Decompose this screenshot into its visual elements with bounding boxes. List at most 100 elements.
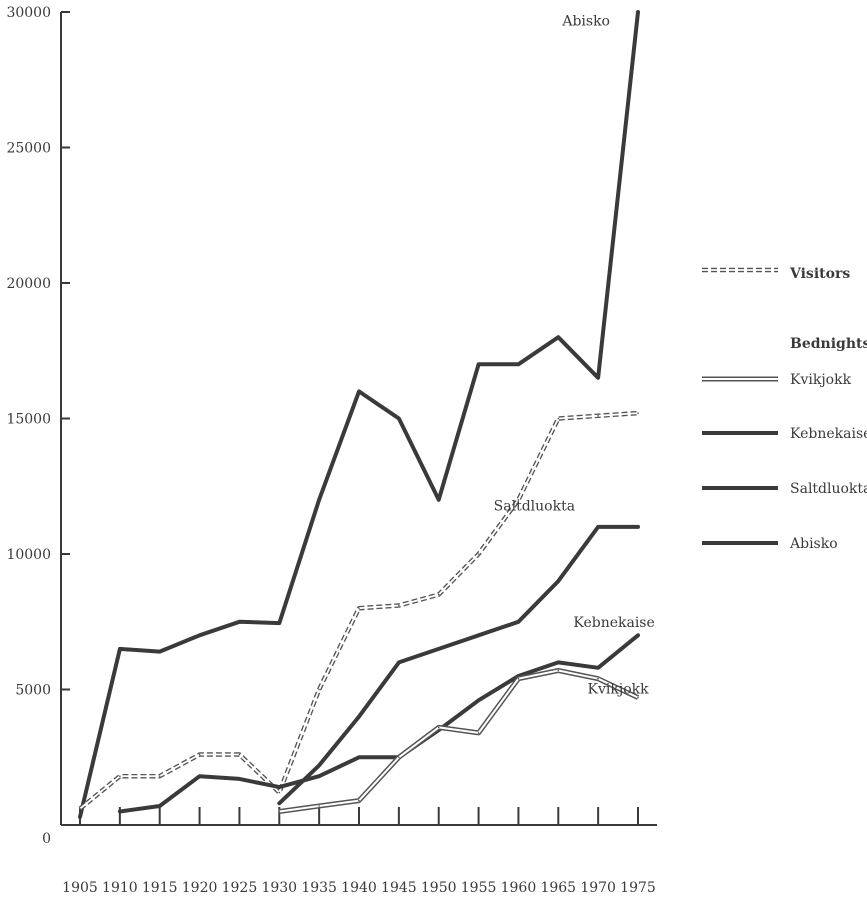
- series-layer: [78, 10, 640, 819]
- x-tick-label: 1975: [620, 880, 656, 896]
- data-point-kvikjokk: [318, 805, 320, 807]
- y-tick-label: 10000: [6, 547, 51, 563]
- data-point-kebnekaise: [477, 699, 480, 702]
- series-visitors: [78, 410, 639, 811]
- x-tick-label: 1915: [142, 880, 178, 896]
- x-tick-label: 1960: [501, 880, 537, 896]
- x-tick-label: 1910: [102, 880, 138, 896]
- annotation-kebnekaise: Kebnekaise: [573, 615, 654, 631]
- data-point-saltdluokta: [477, 634, 480, 637]
- data-point-saltdluokta: [278, 802, 281, 805]
- data-point-kvikjokk: [398, 756, 400, 759]
- data-point-visitors: [238, 753, 241, 756]
- data-point-abisko: [318, 499, 320, 501]
- data-point-abisko: [477, 363, 480, 366]
- y-tick-label: 5000: [15, 683, 51, 699]
- series-abisko: [78, 10, 640, 819]
- series-kvikjokk: [278, 668, 640, 814]
- data-point-kvikjokk: [557, 669, 560, 672]
- series-line-inner-kvikjokk: [279, 669, 639, 813]
- annotation-kvikjokk: Kvikjokk: [588, 682, 650, 698]
- x-tick-label: 1940: [341, 880, 377, 896]
- data-point-kvikjokk: [278, 810, 281, 813]
- data-point-visitors: [119, 775, 121, 777]
- data-point-kebnekaise: [119, 810, 121, 813]
- data-point-visitors: [637, 412, 639, 414]
- x-tick-label: 1950: [421, 880, 457, 896]
- x-tick-label: 1970: [580, 880, 616, 896]
- series-line-kvikjokk: [278, 668, 640, 814]
- data-point-visitors: [477, 553, 480, 555]
- data-point-saltdluokta: [318, 764, 320, 767]
- y-tick-label: 30000: [6, 5, 51, 21]
- x-tick-label: 1935: [301, 880, 337, 896]
- data-point-visitors: [437, 593, 440, 596]
- x-tick-label: 1930: [261, 880, 297, 896]
- data-point-abisko: [517, 363, 520, 366]
- x-tick-label: 1955: [461, 880, 497, 896]
- data-point-kebnekaise: [358, 756, 360, 759]
- data-point-visitors: [318, 688, 320, 691]
- data-point-abisko: [158, 650, 161, 653]
- data-point-visitors: [517, 499, 520, 501]
- series-annotations: Abisko Saltdluokta Kebnekaise Kvikjokk: [494, 14, 655, 698]
- series-line-abisko: [78, 10, 640, 819]
- x-tick-label: 1905: [62, 880, 98, 896]
- data-point-abisko: [358, 390, 360, 393]
- data-point-visitors: [358, 607, 360, 609]
- data-point-abisko: [278, 622, 281, 624]
- y-tick-label: 20000: [6, 276, 51, 292]
- series-kebnekaise: [117, 633, 640, 814]
- legend-label-kvikjokk: Kvikjokk: [790, 372, 852, 388]
- y-tick-label: 0: [42, 831, 51, 847]
- data-point-kvikjokk: [437, 726, 440, 729]
- data-point-abisko: [557, 336, 560, 339]
- data-point-kvikjokk: [597, 677, 599, 680]
- series-line-saltdluokta: [277, 524, 640, 806]
- data-point-visitors: [79, 807, 81, 810]
- data-point-saltdluokta: [398, 661, 400, 664]
- data-point-kebnekaise: [557, 661, 560, 664]
- y-axis-ticks: 0 5000 10000 15000 20000 25000 30000: [6, 5, 70, 847]
- data-point-visitors: [158, 775, 161, 777]
- data-point-kvikjokk: [517, 677, 520, 680]
- series-line-visitors: [78, 410, 639, 811]
- legend-label-abisko: Abisko: [789, 536, 838, 552]
- data-point-abisko: [119, 648, 121, 650]
- data-point-kebnekaise: [597, 667, 599, 669]
- data-point-visitors: [597, 415, 599, 417]
- data-point-visitors: [198, 753, 201, 756]
- series-saltdluokta: [277, 524, 640, 806]
- data-point-visitors: [278, 791, 281, 794]
- data-point-abisko: [198, 634, 201, 637]
- data-point-saltdluokta: [637, 526, 639, 528]
- data-point-saltdluokta: [517, 621, 520, 623]
- x-tick-label: 1920: [182, 880, 218, 896]
- data-point-saltdluokta: [557, 580, 560, 582]
- data-point-kebnekaise: [158, 805, 161, 807]
- legend-title-bednights: Bednights: [790, 336, 867, 352]
- data-point-kebnekaise: [637, 634, 639, 637]
- data-point-abisko: [79, 816, 81, 818]
- data-point-abisko: [398, 417, 400, 420]
- data-point-visitors: [557, 417, 560, 420]
- data-point-kebnekaise: [318, 775, 320, 777]
- y-tick-label: 15000: [6, 412, 51, 428]
- x-tick-label: 1945: [381, 880, 417, 896]
- legend-label-visitors: Visitors: [789, 266, 850, 282]
- data-point-kvikjokk: [477, 732, 480, 734]
- y-tick-label: 25000: [6, 141, 51, 157]
- data-point-saltdluokta: [358, 715, 360, 718]
- data-point-abisko: [597, 377, 599, 379]
- data-point-kvikjokk: [358, 799, 360, 802]
- annotation-saltdluokta: Saltdluokta: [494, 499, 575, 515]
- data-point-kebnekaise: [278, 786, 281, 788]
- series-line-kebnekaise: [117, 633, 640, 814]
- x-axis-ticks: 1905 1910 1915 1920 1925 1930 1935 1940 1945 1950…: [62, 807, 656, 896]
- x-tick-label: 1965: [540, 880, 576, 896]
- data-point-abisko: [637, 11, 639, 13]
- data-point-saltdluokta: [597, 526, 599, 528]
- legend: Visitors Bednights Kvikjokk Kebnekaise Saltd…: [702, 266, 867, 552]
- data-point-visitors: [398, 604, 400, 607]
